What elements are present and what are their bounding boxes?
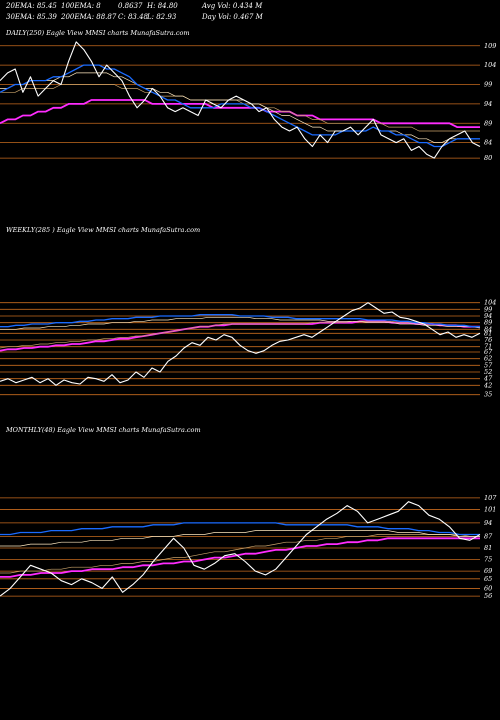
weekly-tick-label: 89 bbox=[484, 319, 492, 327]
weekly-tick-label: 71 bbox=[484, 343, 492, 351]
weekly-tick-label: 57 bbox=[484, 361, 493, 369]
monthly-ema-mid1-line bbox=[0, 530, 480, 547]
daily-ema-short-line bbox=[0, 64, 480, 148]
monthly-tick-label: 65 bbox=[484, 575, 492, 583]
ema200-readout: 200EMA: 88.87 bbox=[61, 13, 117, 21]
weekly-tick-label: 99 bbox=[484, 305, 492, 313]
daily-tick-label: 94 bbox=[484, 100, 492, 108]
weekly-tick-label: 47 bbox=[483, 375, 493, 383]
daily-chart-title: DAILY(250) Eagle View MMSI charts Munafa… bbox=[6, 29, 190, 37]
monthly-ema-long-line bbox=[0, 537, 480, 578]
weekly-ema-short-line bbox=[0, 314, 480, 328]
close-readout: C: 83.48 bbox=[118, 13, 148, 21]
weekly-tick-label: 52 bbox=[484, 368, 492, 376]
ema30-readout: 30EMA: 85.39 bbox=[6, 13, 57, 21]
weekly-price-line bbox=[0, 302, 481, 386]
weekly-chart-title: WEEKLY(285 ) Eagle View MMSI charts Muna… bbox=[6, 226, 201, 234]
daily-ema-long-line bbox=[0, 99, 480, 128]
avg-vol-readout: Avg Vol: 0.434 M bbox=[202, 2, 263, 10]
daily-ema-mid2-line bbox=[0, 84, 480, 132]
weekly-tick-label: 67 bbox=[484, 348, 493, 356]
daily-tick-label: 84 bbox=[484, 139, 492, 147]
ema20-readout: 20EMA: 85.45 bbox=[6, 2, 57, 10]
monthly-tick-label: 101 bbox=[484, 505, 496, 513]
daily-ema-mid1-line bbox=[0, 72, 480, 143]
weekly-tick-label: 81 bbox=[484, 329, 492, 337]
ema-overlap-readout: 0.8637 bbox=[118, 2, 143, 10]
low-readout: L: 82.93 bbox=[147, 13, 177, 21]
monthly-tick-label: 56 bbox=[484, 592, 492, 600]
weekly-tick-label: 42 bbox=[483, 381, 492, 389]
monthly-ema-mid2-line bbox=[0, 534, 480, 574]
monthly-tick-label: 94 bbox=[484, 519, 492, 527]
monthly-tick-label: 75 bbox=[484, 556, 492, 564]
monthly-ema-short-line bbox=[0, 522, 480, 536]
monthly-tick-label: 81 bbox=[484, 544, 492, 552]
daily-tick-label: 109 bbox=[484, 42, 496, 50]
weekly-tick-label: 94 bbox=[484, 312, 492, 320]
monthly-tick-label: 87 bbox=[484, 532, 493, 540]
ema100-readout: 100EMA: 8 bbox=[61, 2, 101, 10]
monthly-price-line bbox=[0, 501, 481, 597]
weekly-tick-label: 35 bbox=[484, 391, 492, 399]
weekly-ema-mid2-line bbox=[0, 320, 480, 349]
daily-tick-label: 80 bbox=[484, 154, 492, 162]
high-readout: H: 84.80 bbox=[147, 2, 178, 10]
weekly-tick-label: 76 bbox=[484, 336, 492, 344]
monthly-tick-label: 60 bbox=[484, 584, 492, 592]
day-vol-readout: Day Vol: 0.467 M bbox=[202, 13, 263, 21]
daily-price-line bbox=[0, 41, 481, 159]
monthly-tick-label: 107 bbox=[484, 494, 497, 502]
daily-tick-label: 89 bbox=[484, 119, 492, 127]
weekly-ema-mid1-line bbox=[0, 316, 481, 330]
weekly-tick-label: 104 bbox=[484, 299, 496, 307]
daily-tick-label: 104 bbox=[484, 61, 496, 69]
monthly-tick-label: 69 bbox=[484, 567, 492, 575]
daily-tick-label: 99 bbox=[484, 81, 492, 89]
weekly-tick-label: 62 bbox=[484, 355, 492, 363]
monthly-chart-title: MONTHLY(48) Eagle View MMSI charts Munaf… bbox=[6, 426, 201, 434]
weekly-tick-label: 84 bbox=[484, 325, 492, 333]
